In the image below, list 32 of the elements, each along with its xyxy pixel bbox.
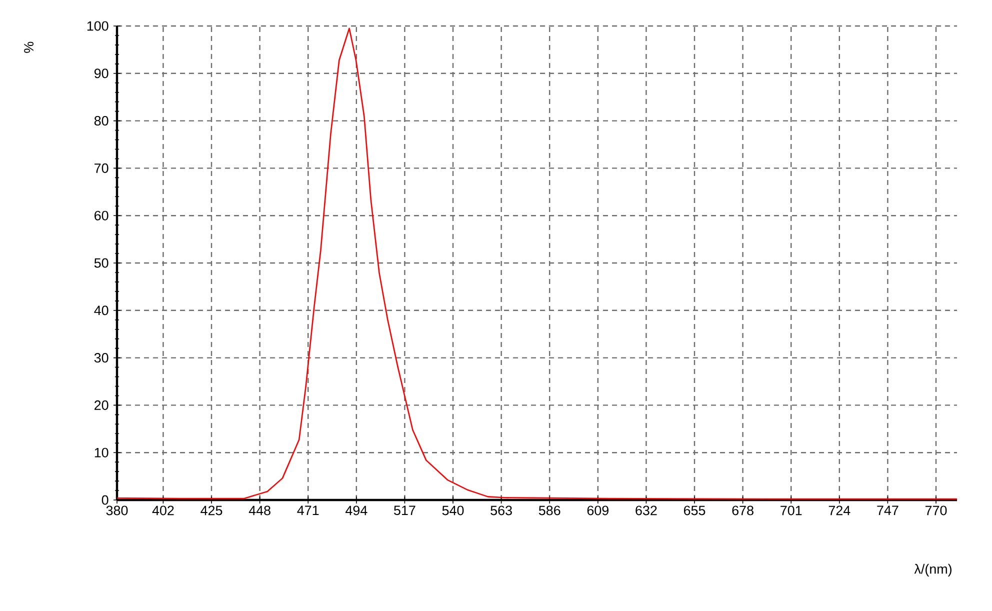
x-tick-label: 632 [636, 506, 657, 516]
y-tick-label: 60 [94, 210, 108, 220]
x-axis-title: λ/(nm) [914, 564, 952, 576]
y-tick-label: 90 [94, 68, 108, 78]
x-tick-label: 770 [925, 506, 947, 516]
x-tick-label: 563 [490, 506, 512, 516]
x-tick-label: 517 [394, 506, 416, 516]
x-tick-label: 747 [877, 506, 898, 515]
y-tick-label: 20 [94, 400, 108, 410]
x-tick-label: 540 [442, 506, 464, 516]
y-axis-title: % [24, 42, 34, 53]
x-tick-label: 494 [345, 506, 368, 516]
y-tick-label: 30 [94, 353, 108, 363]
y-tick-label: 40 [94, 306, 108, 316]
y-tick-label: 0 [102, 495, 108, 505]
x-tick-label: 586 [538, 506, 560, 516]
x-tick-label: 425 [200, 506, 222, 516]
x-tick-label: 471 [297, 506, 319, 515]
y-tick-label: 100 [87, 21, 108, 31]
y-tick-label: 50 [94, 258, 108, 268]
x-tick-label: 678 [732, 506, 754, 516]
x-tick-label: 380 [106, 506, 128, 516]
x-tick-label: 402 [152, 506, 174, 516]
x-tick-label: 655 [684, 506, 706, 516]
y-tick-label: 70 [94, 163, 108, 173]
x-tick-label: 609 [587, 506, 608, 516]
line-series [116, 28, 958, 500]
y-tick-label: 80 [94, 116, 108, 126]
x-tick-label: 724 [828, 506, 850, 516]
x-tick-label: 701 [780, 506, 802, 516]
x-tick-label: 448 [248, 506, 270, 516]
y-tick-label: 10 [94, 448, 108, 458]
